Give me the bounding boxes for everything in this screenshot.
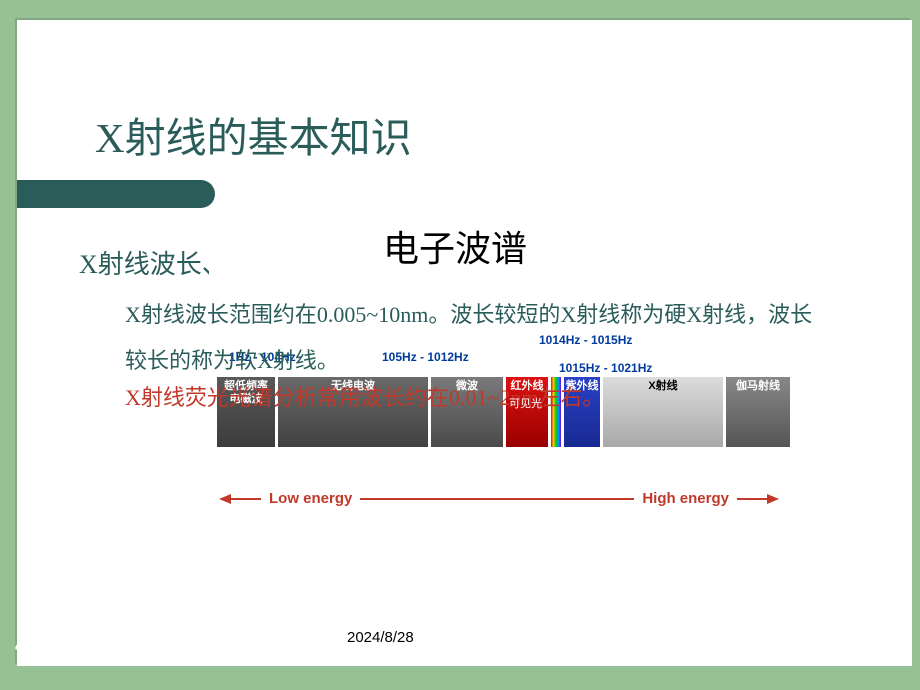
arrow-left-icon bbox=[219, 494, 231, 504]
title-accent-bar bbox=[17, 180, 215, 208]
energy-line-right bbox=[737, 498, 767, 500]
arrow-right-icon bbox=[767, 494, 779, 504]
energy-line-mid bbox=[360, 498, 634, 500]
band-xray: X射线 bbox=[603, 377, 723, 447]
energy-axis: Low energy High energy bbox=[219, 490, 779, 507]
band-visible-label: 可见光 bbox=[509, 395, 542, 411]
energy-high-label: High energy bbox=[634, 490, 737, 507]
diagram-title: 电子波谱 bbox=[383, 220, 527, 272]
slide-background: X射线的基本知识 X射线波长、性质： 1Hz - 104Hz 105Hz - 1… bbox=[0, 0, 920, 690]
energy-low-label: Low energy bbox=[261, 490, 360, 507]
slide-date: 2024/8/28 bbox=[347, 629, 414, 646]
band-gamma: 伽马射线 bbox=[726, 377, 790, 447]
slide-title: X射线的基本知识 bbox=[95, 104, 412, 164]
body-paragraph: X射线波长范围约在0.005~10nm。波长较短的X射线称为硬X射线，波长较长的… bbox=[125, 292, 825, 384]
slide: X射线的基本知识 X射线波长、性质： 1Hz - 104Hz 105Hz - 1… bbox=[17, 20, 912, 666]
page-number: 4 bbox=[15, 629, 29, 660]
energy-line-left bbox=[231, 498, 261, 500]
